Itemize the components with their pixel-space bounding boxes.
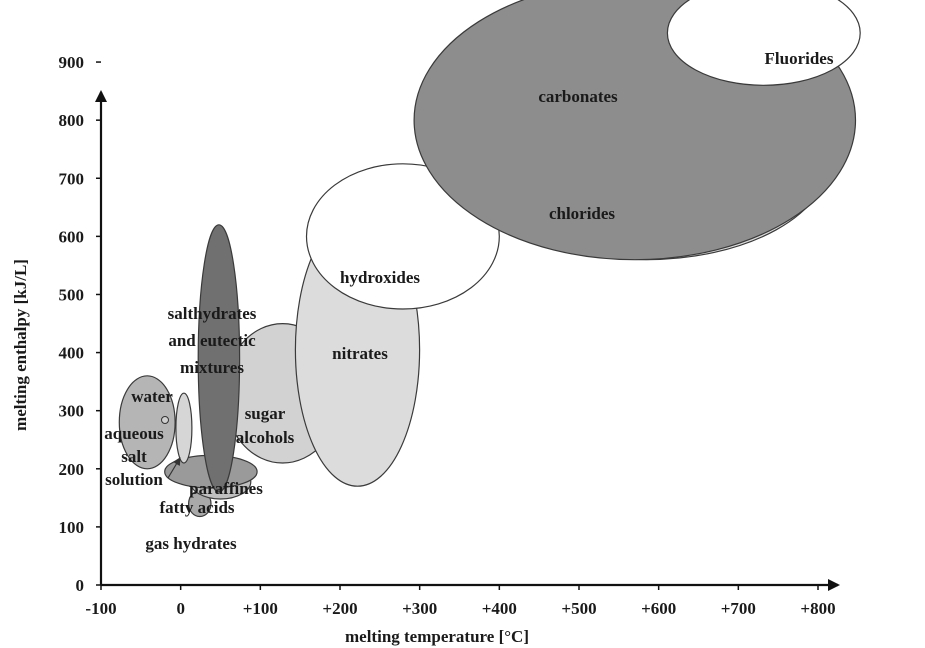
- y-tick-label: 900: [59, 53, 85, 72]
- x-tick-label: -100: [85, 599, 116, 618]
- label-salthydrates-and-eutectic-mixtures: salthydrates: [168, 304, 257, 323]
- solution-pointer-arrow: [167, 457, 181, 479]
- label-hydroxides: hydroxides: [340, 268, 420, 287]
- x-tick-label: +700: [721, 599, 756, 618]
- region-salthydrates-and-eutectic-mixtures: [197, 224, 241, 493]
- label-chlorides: chlorides: [549, 204, 615, 223]
- region-hydroxides: [305, 163, 500, 310]
- y-tick-label: 500: [59, 286, 85, 305]
- x-axis-title: melting temperature [°C]: [345, 627, 529, 646]
- label-water: water: [131, 387, 173, 406]
- x-tick-label: +800: [800, 599, 835, 618]
- label-gas-hydrates: gas hydrates: [145, 534, 237, 553]
- y-axis-title: melting enthalpy [kJ/L]: [11, 259, 30, 431]
- label-aqueous-salt-solution: solution: [105, 470, 163, 489]
- label-fluorides: Fluorides: [765, 49, 834, 68]
- label-sugar-alcohols: sugar: [245, 404, 286, 423]
- x-tick-label: +400: [482, 599, 517, 618]
- y-tick-label: 700: [59, 169, 85, 188]
- y-tick-label: 300: [59, 402, 85, 421]
- x-tick-label: +600: [641, 599, 676, 618]
- water-point-marker: [161, 416, 169, 424]
- y-tick-label: 600: [59, 227, 85, 246]
- label-aqueous-salt-solution: salt: [121, 447, 147, 466]
- x-tick-label: +200: [322, 599, 357, 618]
- label-salthydrates-and-eutectic-mixtures: and eutectic: [168, 331, 256, 350]
- label-nitrates: nitrates: [332, 344, 388, 363]
- regions-layer: [118, 0, 861, 518]
- x-tick-label: +500: [561, 599, 596, 618]
- axes-layer: -100 0 +100 +200 +300 +400 +500 +600 +700 +800010…: [59, 53, 840, 618]
- label-sugar-alcohols: alcohols: [236, 428, 295, 447]
- label-fatty-acids: fatty acids: [159, 498, 234, 517]
- region-aqueous-salt-solution: [118, 375, 176, 470]
- region-water: [175, 392, 193, 464]
- y-tick-label: 200: [59, 460, 85, 479]
- y-tick-label: 100: [59, 518, 85, 537]
- label-aqueous-salt-solution: aqueous: [104, 424, 164, 443]
- region-fluorides: [666, 0, 861, 86]
- y-tick-label: 0: [76, 576, 85, 595]
- label-salthydrates-and-eutectic-mixtures: mixtures: [180, 358, 244, 377]
- y-tick-label: 400: [59, 344, 85, 363]
- label-carbonates: carbonates: [538, 87, 618, 106]
- x-tick-label: +300: [402, 599, 437, 618]
- x-tick-label: 0: [176, 599, 185, 618]
- x-tick-label: +100: [243, 599, 278, 618]
- y-tick-label: 800: [59, 111, 85, 130]
- label-paraffines: paraffines: [189, 479, 263, 498]
